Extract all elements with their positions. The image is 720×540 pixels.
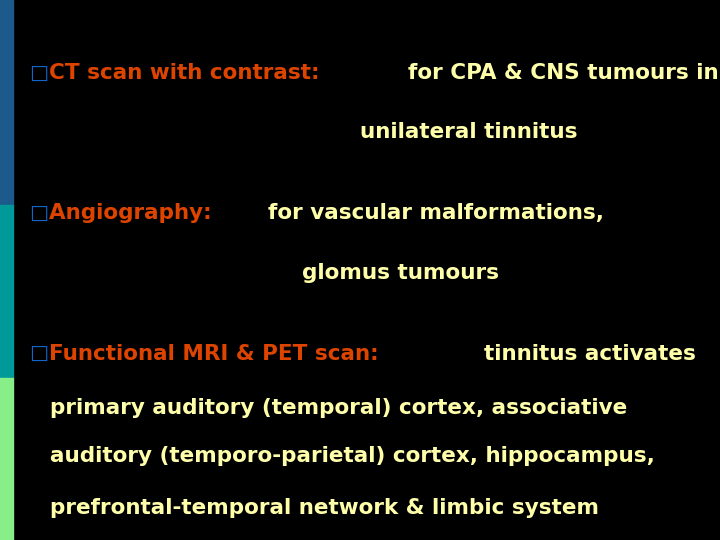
Text: □: □ [29,344,48,363]
Text: CT scan with contrast:: CT scan with contrast: [49,63,327,83]
Text: □: □ [29,63,48,83]
Text: prefrontal-temporal network & limbic system: prefrontal-temporal network & limbic sys… [50,497,599,518]
Text: □: □ [29,204,48,223]
Text: Angiography:: Angiography: [49,203,219,224]
Bar [0,205,13,378]
Text: tinnitus activates: tinnitus activates [484,343,696,364]
Bar [0,0,13,205]
Text: Functional MRI & PET scan:: Functional MRI & PET scan: [49,343,386,364]
Text: auditory (temporo-parietal) cortex, hippocampus,: auditory (temporo-parietal) cortex, hipp… [50,446,655,467]
Text: unilateral tinnitus: unilateral tinnitus [360,122,577,143]
Text: primary auditory (temporal) cortex, associative: primary auditory (temporal) cortex, asso… [50,397,628,418]
Text: for CPA & CNS tumours in: for CPA & CNS tumours in [408,63,719,83]
Text: for vascular malformations,: for vascular malformations, [269,203,605,224]
Bar [0,378,13,540]
Text: glomus tumours: glomus tumours [302,262,500,283]
